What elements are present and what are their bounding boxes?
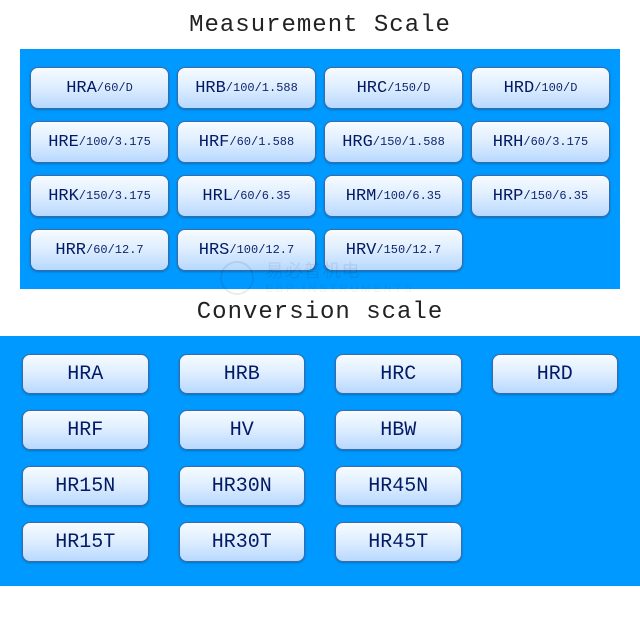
measurement-button-hrl[interactable]: HRL/60/6.35 bbox=[177, 175, 316, 217]
conversion-empty-cell bbox=[492, 410, 619, 450]
conversion-button-hr15t[interactable]: HR15T bbox=[22, 522, 149, 562]
conversion-button-hbw[interactable]: HBW bbox=[335, 410, 462, 450]
measurement-button-main-label: HRD bbox=[504, 79, 535, 98]
conversion-button-hrc[interactable]: HRC bbox=[335, 354, 462, 394]
measurement-button-hrd[interactable]: HRD/100/D bbox=[471, 67, 610, 109]
conversion-button-hra[interactable]: HRA bbox=[22, 354, 149, 394]
measurement-button-sub-label: /100/6.35 bbox=[376, 189, 441, 203]
panel-conversion: HRA HRB HRC HRD HRF HV HBW HR15N HR30N HR45N HR15T… bbox=[0, 336, 640, 586]
measurement-button-main-label: HRS bbox=[199, 241, 230, 260]
measurement-button-main-label: HRA bbox=[66, 79, 97, 98]
conversion-button-hr30t[interactable]: HR30T bbox=[179, 522, 306, 562]
measurement-button-hrf[interactable]: HRF/60/1.588 bbox=[177, 121, 316, 163]
measurement-button-hrp[interactable]: HRP/150/6.35 bbox=[471, 175, 610, 217]
measurement-button-hrm[interactable]: HRM/100/6.35 bbox=[324, 175, 463, 217]
measurement-button-hrs[interactable]: HRS/100/12.7 bbox=[177, 229, 316, 271]
measurement-button-main-label: HRB bbox=[195, 79, 226, 98]
measurement-button-main-label: HRH bbox=[493, 133, 524, 152]
measurement-button-hrh[interactable]: HRH/60/3.175 bbox=[471, 121, 610, 163]
measurement-button-grid: HRA/60/DHRB/100/1.588HRC/150/DHRD/100/DH… bbox=[30, 67, 610, 271]
conversion-button-hrf[interactable]: HRF bbox=[22, 410, 149, 450]
conversion-button-hrb[interactable]: HRB bbox=[179, 354, 306, 394]
measurement-button-sub-label: /60/3.175 bbox=[523, 135, 588, 149]
panel-measurement: HRA/60/DHRB/100/1.588HRC/150/DHRD/100/DH… bbox=[20, 49, 620, 289]
measurement-button-sub-label: /150/3.175 bbox=[79, 189, 151, 203]
measurement-button-sub-label: /100/3.175 bbox=[79, 135, 151, 149]
conversion-empty-cell bbox=[492, 522, 619, 562]
measurement-button-main-label: HRM bbox=[346, 187, 377, 206]
measurement-button-main-label: HRE bbox=[48, 133, 79, 152]
measurement-button-main-label: HRC bbox=[357, 79, 388, 98]
measurement-button-hrv[interactable]: HRV/150/12.7 bbox=[324, 229, 463, 271]
measurement-button-hrc[interactable]: HRC/150/D bbox=[324, 67, 463, 109]
measurement-button-hre[interactable]: HRE/100/3.175 bbox=[30, 121, 169, 163]
conversion-button-hr45n[interactable]: HR45N bbox=[335, 466, 462, 506]
measurement-button-sub-label: /60/6.35 bbox=[233, 189, 291, 203]
measurement-button-sub-label: /100/1.588 bbox=[226, 81, 298, 95]
title-measurement-scale: Measurement Scale bbox=[0, 0, 640, 49]
conversion-button-grid: HRA HRB HRC HRD HRF HV HBW HR15N HR30N HR45N HR15T… bbox=[22, 354, 618, 562]
measurement-button-sub-label: /100/D bbox=[534, 81, 577, 95]
measurement-button-hrk[interactable]: HRK/150/3.175 bbox=[30, 175, 169, 217]
measurement-button-sub-label: /60/12.7 bbox=[86, 243, 144, 257]
measurement-button-main-label: HRP bbox=[493, 187, 524, 206]
conversion-empty-cell bbox=[492, 466, 619, 506]
measurement-button-main-label: HRV bbox=[346, 241, 377, 260]
measurement-button-sub-label: /100/12.7 bbox=[229, 243, 294, 257]
conversion-button-hr45t[interactable]: HR45T bbox=[335, 522, 462, 562]
conversion-button-hr30n[interactable]: HR30N bbox=[179, 466, 306, 506]
conversion-button-hr15n[interactable]: HR15N bbox=[22, 466, 149, 506]
measurement-button-hra[interactable]: HRA/60/D bbox=[30, 67, 169, 109]
measurement-button-main-label: HRF bbox=[199, 133, 230, 152]
measurement-button-sub-label: /150/12.7 bbox=[376, 243, 441, 257]
conversion-button-hv[interactable]: HV bbox=[179, 410, 306, 450]
measurement-button-main-label: HRL bbox=[202, 187, 233, 206]
measurement-button-sub-label: /150/1.588 bbox=[373, 135, 445, 149]
measurement-button-sub-label: /60/D bbox=[97, 81, 133, 95]
conversion-button-hrd[interactable]: HRD bbox=[492, 354, 619, 394]
measurement-button-main-label: HRG bbox=[342, 133, 373, 152]
measurement-button-main-label: HRR bbox=[55, 241, 86, 260]
title-conversion-scale: Conversion scale bbox=[0, 289, 640, 336]
measurement-button-hrr[interactable]: HRR/60/12.7 bbox=[30, 229, 169, 271]
measurement-button-sub-label: /60/1.588 bbox=[229, 135, 294, 149]
measurement-button-sub-label: /150/D bbox=[387, 81, 430, 95]
measurement-button-hrg[interactable]: HRG/150/1.588 bbox=[324, 121, 463, 163]
measurement-button-sub-label: /150/6.35 bbox=[523, 189, 588, 203]
measurement-button-hrb[interactable]: HRB/100/1.588 bbox=[177, 67, 316, 109]
measurement-button-main-label: HRK bbox=[48, 187, 79, 206]
